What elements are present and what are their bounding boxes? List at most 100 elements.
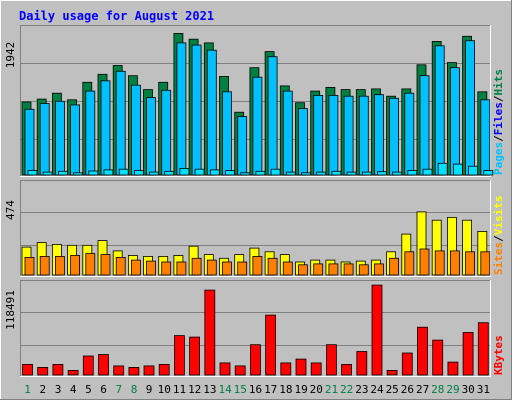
- bar-files-day-19: [298, 108, 308, 176]
- bar-files-day-4: [70, 104, 80, 176]
- bar-files-day-21: [328, 95, 339, 176]
- day-label-16: 16: [249, 383, 262, 396]
- series-legend-label: Pages/Files/Hits: [492, 69, 505, 175]
- bar-kbytes-day-11: [173, 335, 185, 376]
- bar-files-day-20: [313, 95, 324, 176]
- day-label-7: 7: [115, 383, 122, 396]
- bar-sites-day-14: [222, 261, 232, 276]
- bar-sites-day-22: [343, 263, 354, 276]
- legend-sites: Sites: [492, 242, 505, 275]
- day-label-1: 1: [24, 383, 31, 396]
- bar-sites-day-1: [24, 256, 35, 276]
- day-label-29: 29: [446, 383, 459, 396]
- bar-kbytes-day-6: [98, 354, 109, 376]
- bar-pages-day-3: [58, 170, 68, 176]
- bar-kbytes-day-2: [37, 366, 49, 376]
- bar-pages-day-21: [331, 170, 342, 176]
- bar-sites-day-3: [55, 255, 65, 276]
- bar-sites-day-21: [328, 263, 339, 276]
- bar-pages-day-18: [285, 171, 296, 176]
- bar-pages-day-5: [88, 170, 99, 176]
- day-label-21: 21: [325, 383, 338, 396]
- series-legend-label: Sites/Visits: [492, 196, 505, 276]
- bar-kbytes-day-3: [52, 363, 64, 376]
- day-label-3: 3: [55, 383, 62, 396]
- bar-kbytes-day-5: [82, 355, 94, 376]
- bar-pages-day-4: [73, 172, 83, 176]
- bar-kbytes-day-21: [325, 344, 337, 376]
- day-label-11: 11: [173, 383, 186, 396]
- bar-sites-day-9: [146, 260, 156, 276]
- bar-kbytes-day-4: [67, 369, 79, 376]
- bar-kbytes-day-16: [249, 344, 261, 376]
- bar-kbytes-day-31: [477, 322, 489, 376]
- bar-files-day-29: [449, 67, 460, 176]
- day-label-4: 4: [70, 383, 77, 396]
- day-label-9: 9: [146, 383, 153, 396]
- bar-files-day-18: [282, 90, 293, 176]
- bar-sites-day-30: [465, 251, 476, 276]
- bar-kbytes-day-28: [432, 339, 444, 376]
- bar-pages-day-31: [483, 170, 494, 176]
- bar-kbytes-day-26: [401, 352, 413, 376]
- bar-pages-day-12: [194, 168, 205, 176]
- bar-sites-day-16: [252, 255, 263, 276]
- day-label-27: 27: [416, 383, 429, 396]
- bar-pages-day-19: [301, 172, 311, 176]
- bar-kbytes-day-23: [356, 351, 368, 376]
- bar-files-day-12: [191, 44, 202, 176]
- bar-kbytes-day-13: [204, 289, 216, 376]
- bar-pages-day-15: [240, 172, 251, 176]
- bar-files-day-7: [115, 70, 126, 176]
- bar-pages-day-14: [225, 170, 235, 176]
- bar-pages-day-26: [407, 170, 418, 176]
- bar-kbytes-day-17: [265, 314, 277, 376]
- bar-files-day-10: [161, 89, 172, 176]
- bar-sites-day-12: [191, 257, 202, 276]
- day-label-25: 25: [386, 383, 399, 396]
- bar-files-day-27: [419, 75, 430, 176]
- day-label-23: 23: [355, 383, 368, 396]
- bar-pages-day-23: [361, 171, 372, 176]
- legend-separator: /: [492, 135, 505, 142]
- day-label-31: 31: [477, 383, 490, 396]
- bar-sites-day-8: [130, 259, 141, 276]
- kbytes-panel: 118491 KBytes: [4, 280, 505, 377]
- legend-pages: Pages: [492, 142, 505, 175]
- bar-sites-day-20: [313, 263, 324, 276]
- bar-files-day-8: [130, 84, 141, 176]
- bar-pages-day-16: [255, 170, 266, 176]
- bar-sites-day-2: [39, 255, 50, 276]
- bar-files-day-3: [55, 100, 65, 176]
- y-axis-max-label: 474: [4, 200, 17, 220]
- bar-files-day-13: [206, 49, 217, 176]
- legend-kbytes: KBytes: [492, 335, 505, 375]
- bar-pages-day-30: [468, 165, 479, 176]
- bar-sites-day-28: [434, 250, 445, 276]
- bar-files-day-23: [358, 95, 369, 176]
- bar-pages-day-24: [377, 171, 387, 176]
- bar-pages-day-13: [209, 169, 220, 176]
- bar-kbytes-day-19: [295, 358, 307, 376]
- bar-files-day-5: [85, 90, 96, 176]
- bar-files-day-15: [237, 116, 248, 176]
- day-labels: 1 2 3 4 5 6 7 8 9 10 11 12 13 14 15 16 17 18 19 20 21 22 23 24 2…: [24, 383, 490, 396]
- bar-kbytes-day-9: [143, 365, 155, 376]
- bar-sites-day-26: [404, 251, 415, 276]
- bar-pages-day-25: [392, 171, 403, 176]
- bar-pages-day-2: [42, 171, 53, 176]
- visits-sites-panel: 474 Sites/Visits: [4, 180, 505, 277]
- bar-sites-day-19: [298, 264, 308, 276]
- bar-kbytes-day-27: [417, 326, 428, 376]
- bar-kbytes-day-24: [371, 284, 383, 376]
- day-label-22: 22: [340, 383, 353, 396]
- bar-sites-day-15: [237, 261, 248, 276]
- bar-kbytes-day-25: [386, 369, 398, 376]
- bar-kbytes-day-29: [447, 361, 459, 376]
- day-label-15: 15: [234, 383, 247, 396]
- bar-pages-day-17: [270, 168, 281, 176]
- bar-kbytes-day-30: [462, 332, 474, 376]
- bar-files-day-1: [24, 108, 35, 176]
